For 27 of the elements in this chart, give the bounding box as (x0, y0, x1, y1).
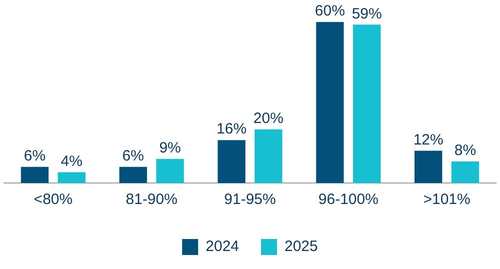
bar (451, 162, 480, 183)
data-label: 20% (253, 110, 284, 127)
data-label: 4% (60, 152, 82, 170)
data-label: 16% (216, 120, 247, 138)
bar (414, 150, 442, 183)
bar (58, 172, 86, 183)
legend-label: 2025 (284, 238, 318, 256)
bar (353, 24, 381, 183)
x-tick-label: 81-90% (126, 191, 178, 208)
data-label: 60% (314, 2, 345, 20)
data-label: 9% (159, 139, 181, 156)
bar (254, 129, 282, 183)
bar (218, 140, 246, 183)
data-label: 6% (122, 148, 144, 165)
data-label: 59% (352, 5, 382, 22)
bar (156, 158, 184, 183)
x-tick-label: >101% (423, 191, 470, 208)
bar (316, 22, 344, 183)
data-label: 6% (24, 148, 46, 165)
data-label: 8% (454, 142, 476, 160)
x-tick-label: <80% (34, 191, 73, 208)
bar (119, 166, 147, 183)
x-tick-label: 96-100% (318, 191, 378, 208)
bar (20, 166, 49, 183)
legend-label: 2024 (206, 238, 240, 256)
data-label: 12% (413, 131, 444, 148)
x-tick-label: 91-95% (224, 191, 276, 208)
